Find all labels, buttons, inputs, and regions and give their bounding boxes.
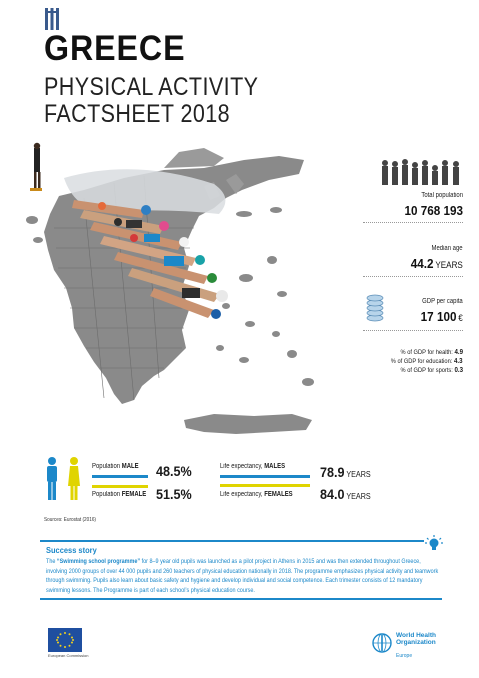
greece-map-swimmers-image xyxy=(26,142,314,434)
gdp-education-line: % of GDP for education: 4.3 xyxy=(391,358,463,365)
who-emblem-icon xyxy=(372,633,392,653)
total-population-label: Total population xyxy=(421,192,463,199)
who-region: Europe xyxy=(396,653,413,659)
life-expectancy-female-label: Life expectancy, FEMALES xyxy=(220,491,293,498)
life-expectancy-male-value: 78.9 YEARS xyxy=(320,464,371,480)
lightbulb-icon xyxy=(424,534,444,554)
population-female-bar xyxy=(92,485,148,488)
stats-divider xyxy=(363,222,463,223)
population-female-value: 51.5% xyxy=(156,486,192,502)
gdp-health-line: % of GDP for health: 4.9 xyxy=(400,349,463,356)
population-male-value: 48.5% xyxy=(156,463,192,479)
success-story-box xyxy=(40,540,442,600)
male-figure-icon xyxy=(47,457,57,500)
stats-divider xyxy=(363,276,463,277)
sources-note: Sources: Eurostat (2016) xyxy=(44,517,96,523)
gdp-sports-line: % of GDP for sports: 0.3 xyxy=(400,367,463,374)
greek-flag-icon xyxy=(44,8,60,30)
page-title: GREECE xyxy=(44,29,186,68)
success-story-title: Success story xyxy=(46,545,97,555)
eu-flag-icon xyxy=(48,628,82,652)
median-age-value: 44.2 YEARS xyxy=(410,256,463,271)
success-story-text: The “Swimming school programme” for 8–9 … xyxy=(46,558,439,594)
people-silhouettes-icon xyxy=(382,159,459,185)
gdp-per-capita-value: 17 100 € xyxy=(420,309,463,324)
life-expectancy-female-bar xyxy=(220,484,310,487)
coins-icon xyxy=(366,294,384,322)
population-male-bar xyxy=(92,475,148,478)
life-expectancy-female-value: 84.0 YEARS xyxy=(320,486,371,502)
page-subtitle-line-1: PHYSICAL ACTIVITY xyxy=(44,73,259,101)
stats-divider xyxy=(363,330,463,331)
median-age-label: Median age xyxy=(431,245,463,252)
female-figure-icon xyxy=(68,457,80,500)
life-expectancy-male-bar xyxy=(220,475,310,478)
total-population-value: 10 768 193 xyxy=(404,203,463,218)
eu-caption: European Commission xyxy=(48,653,89,658)
population-male-label: Population MALE xyxy=(92,463,139,470)
life-expectancy-male-label: Life expectancy, MALES xyxy=(220,463,286,470)
gdp-per-capita-label: GDP per capita xyxy=(422,298,463,305)
who-name: World Health Organization xyxy=(396,632,436,646)
population-female-label: Population FEMALE xyxy=(92,491,147,498)
page-subtitle-line-2: FACTSHEET 2018 xyxy=(44,100,231,128)
